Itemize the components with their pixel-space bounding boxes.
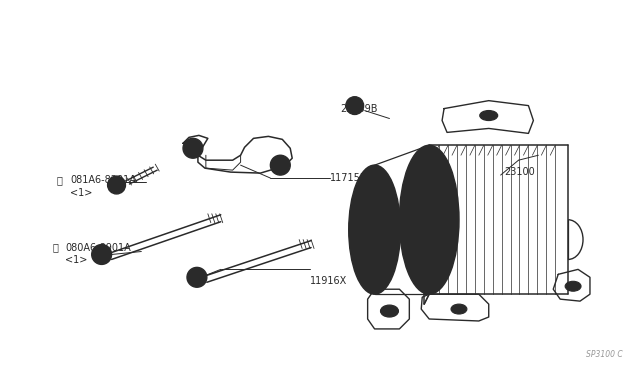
- Ellipse shape: [364, 202, 385, 257]
- Text: <1>: <1>: [70, 188, 92, 198]
- Ellipse shape: [355, 180, 394, 279]
- Ellipse shape: [565, 281, 581, 291]
- Text: SP3100 C: SP3100 C: [586, 350, 623, 359]
- Text: 081A6-8201A: 081A6-8201A: [70, 175, 136, 185]
- Text: Ⓑ: Ⓑ: [52, 243, 58, 253]
- Text: 23139B: 23139B: [340, 103, 378, 113]
- Text: 11916X: 11916X: [310, 276, 348, 286]
- Circle shape: [353, 104, 356, 108]
- Ellipse shape: [367, 210, 383, 250]
- Ellipse shape: [407, 164, 451, 275]
- Circle shape: [111, 180, 122, 190]
- Circle shape: [92, 244, 111, 264]
- Ellipse shape: [381, 305, 399, 317]
- Ellipse shape: [352, 173, 397, 287]
- Ellipse shape: [414, 183, 444, 257]
- Text: Ⓑ: Ⓑ: [57, 175, 63, 185]
- Circle shape: [183, 138, 203, 158]
- Text: <1>: <1>: [65, 256, 87, 266]
- Ellipse shape: [361, 195, 388, 264]
- Circle shape: [96, 249, 107, 260]
- Circle shape: [346, 97, 364, 115]
- Circle shape: [270, 155, 290, 175]
- Circle shape: [187, 267, 207, 287]
- Ellipse shape: [367, 212, 381, 247]
- Text: 080A6-8901A: 080A6-8901A: [65, 243, 131, 253]
- Ellipse shape: [358, 187, 392, 272]
- Ellipse shape: [372, 222, 378, 237]
- Ellipse shape: [480, 110, 498, 121]
- Circle shape: [108, 176, 125, 194]
- Text: 23100: 23100: [504, 167, 536, 177]
- Text: 11715M: 11715M: [330, 173, 369, 183]
- Ellipse shape: [451, 304, 467, 314]
- Ellipse shape: [399, 145, 459, 294]
- Ellipse shape: [364, 202, 385, 257]
- Circle shape: [191, 272, 202, 283]
- Ellipse shape: [349, 165, 401, 294]
